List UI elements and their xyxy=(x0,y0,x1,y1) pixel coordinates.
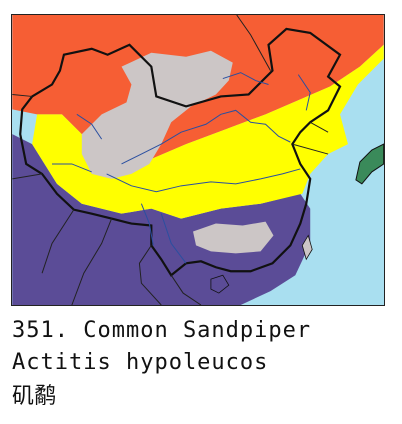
species-number-and-common-name: 351. Common Sandpiper xyxy=(12,318,312,343)
hainan-island xyxy=(210,274,230,294)
neighbor-borders xyxy=(12,15,329,305)
river-yangtze xyxy=(106,168,301,193)
river-west xyxy=(52,113,187,264)
japan-island xyxy=(355,143,384,185)
grey-area-south xyxy=(193,221,274,254)
range-map-svg xyxy=(12,15,384,305)
range-map xyxy=(11,14,385,306)
species-chinese-name: 矶鹬 xyxy=(12,384,57,409)
river-yellow xyxy=(121,109,291,165)
wintering-range xyxy=(12,134,311,305)
species-scientific-name: Actitis hypoleucos xyxy=(12,350,269,375)
china-border xyxy=(19,27,342,277)
river-north xyxy=(222,72,311,111)
grey-area-north xyxy=(81,50,233,179)
taiwan-island xyxy=(301,234,313,261)
